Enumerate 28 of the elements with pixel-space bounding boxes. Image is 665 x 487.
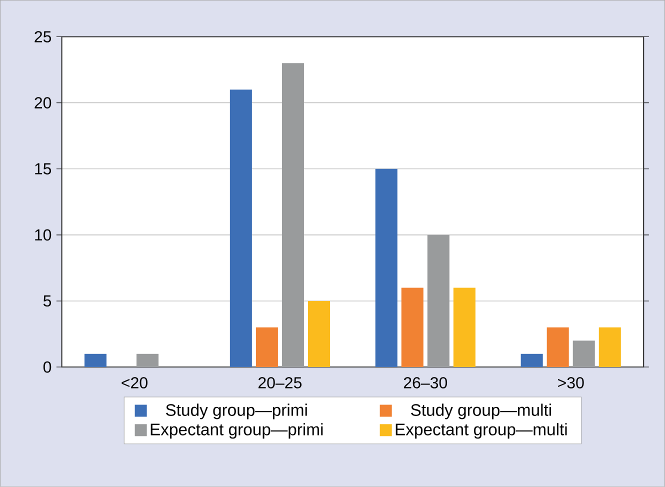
bar: [401, 288, 424, 368]
y-tick-label: 10: [35, 229, 52, 241]
x-tick-label: 26–30: [404, 377, 448, 388]
x-tick-label: >30: [558, 377, 584, 388]
bar: [230, 90, 252, 368]
bar: [256, 327, 278, 368]
bar: [136, 354, 159, 368]
bar: [520, 354, 543, 368]
bar: [84, 354, 106, 368]
y-tick-label: 0: [43, 361, 52, 373]
y-tick-label: 25: [34, 31, 52, 42]
legend-label: Expectant group—multi: [396, 423, 567, 439]
legend-label: Study group—primi: [166, 404, 307, 420]
bar: [572, 340, 595, 368]
legend-label: Study group—multi: [411, 404, 551, 420]
y-tick-label: 20: [34, 97, 52, 109]
bar: [427, 234, 450, 368]
bar: [308, 301, 330, 368]
x-tick-label: <20: [122, 377, 148, 388]
y-tick-label: 15: [35, 163, 52, 175]
bar: [375, 168, 398, 368]
legend-label: Expectant group—primi: [150, 423, 323, 439]
bar: [282, 63, 304, 368]
x-tick-label: 20–25: [258, 377, 302, 388]
bar: [546, 327, 569, 368]
y-tick-label: 5: [43, 295, 52, 307]
bar: [598, 327, 621, 368]
bar: [453, 288, 476, 368]
